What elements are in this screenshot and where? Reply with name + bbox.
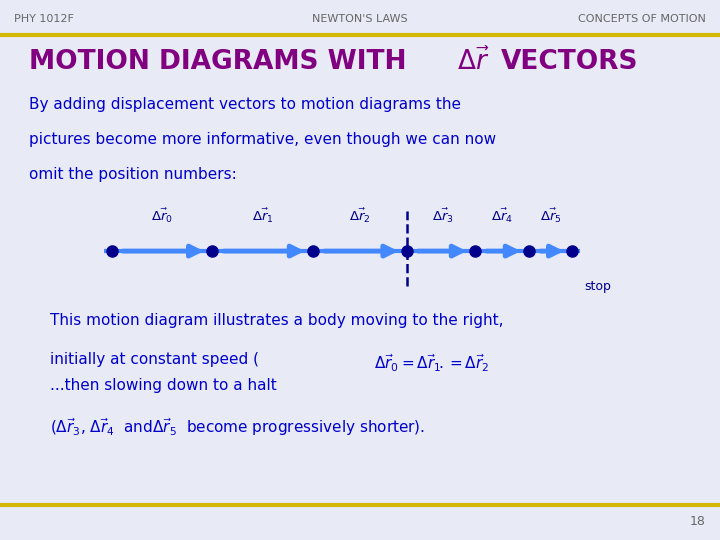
Text: $\Delta\vec{r}_1$: $\Delta\vec{r}_1$ bbox=[252, 207, 274, 225]
Text: ...then slowing down to a halt: ...then slowing down to a halt bbox=[50, 378, 277, 393]
Text: MOTION DIAGRAMS WITH: MOTION DIAGRAMS WITH bbox=[29, 49, 406, 75]
Text: initially at constant speed (: initially at constant speed ( bbox=[50, 352, 259, 367]
Text: omit the position numbers:: omit the position numbers: bbox=[29, 167, 237, 183]
Text: $\Delta\vec{r}_5$: $\Delta\vec{r}_5$ bbox=[540, 207, 562, 225]
Text: pictures become more informative, even though we can now: pictures become more informative, even t… bbox=[29, 132, 496, 147]
Text: VECTORS: VECTORS bbox=[500, 49, 638, 75]
Text: ($\Delta\vec{r}_3$, $\Delta\vec{r}_4$  and$\Delta\vec{r}_5$  become progressivel: ($\Delta\vec{r}_3$, $\Delta\vec{r}_4$ an… bbox=[50, 416, 426, 438]
Text: stop: stop bbox=[584, 280, 611, 293]
Text: PHY 1012F: PHY 1012F bbox=[14, 14, 74, 24]
Text: $\Delta\vec{r}_0 = \Delta\vec{r}_1\!. = \Delta\vec{r}_2$: $\Delta\vec{r}_0 = \Delta\vec{r}_1\!. = … bbox=[374, 352, 490, 374]
Text: $\Delta\vec{r}_0$: $\Delta\vec{r}_0$ bbox=[151, 207, 173, 225]
Text: $\Delta\vec{r}_2$: $\Delta\vec{r}_2$ bbox=[349, 207, 371, 225]
Text: This motion diagram illustrates a body moving to the right,: This motion diagram illustrates a body m… bbox=[50, 313, 504, 328]
Text: $\Delta\vec{r}_4$: $\Delta\vec{r}_4$ bbox=[491, 207, 513, 225]
Text: $\Delta\vec{r}$: $\Delta\vec{r}$ bbox=[457, 49, 490, 76]
Text: By adding displacement vectors to motion diagrams the: By adding displacement vectors to motion… bbox=[29, 97, 461, 112]
Text: $\Delta\vec{r}_3$: $\Delta\vec{r}_3$ bbox=[432, 207, 454, 225]
Text: 18: 18 bbox=[690, 515, 706, 528]
Text: NEWTON'S LAWS: NEWTON'S LAWS bbox=[312, 14, 408, 24]
Text: CONCEPTS OF MOTION: CONCEPTS OF MOTION bbox=[577, 14, 706, 24]
